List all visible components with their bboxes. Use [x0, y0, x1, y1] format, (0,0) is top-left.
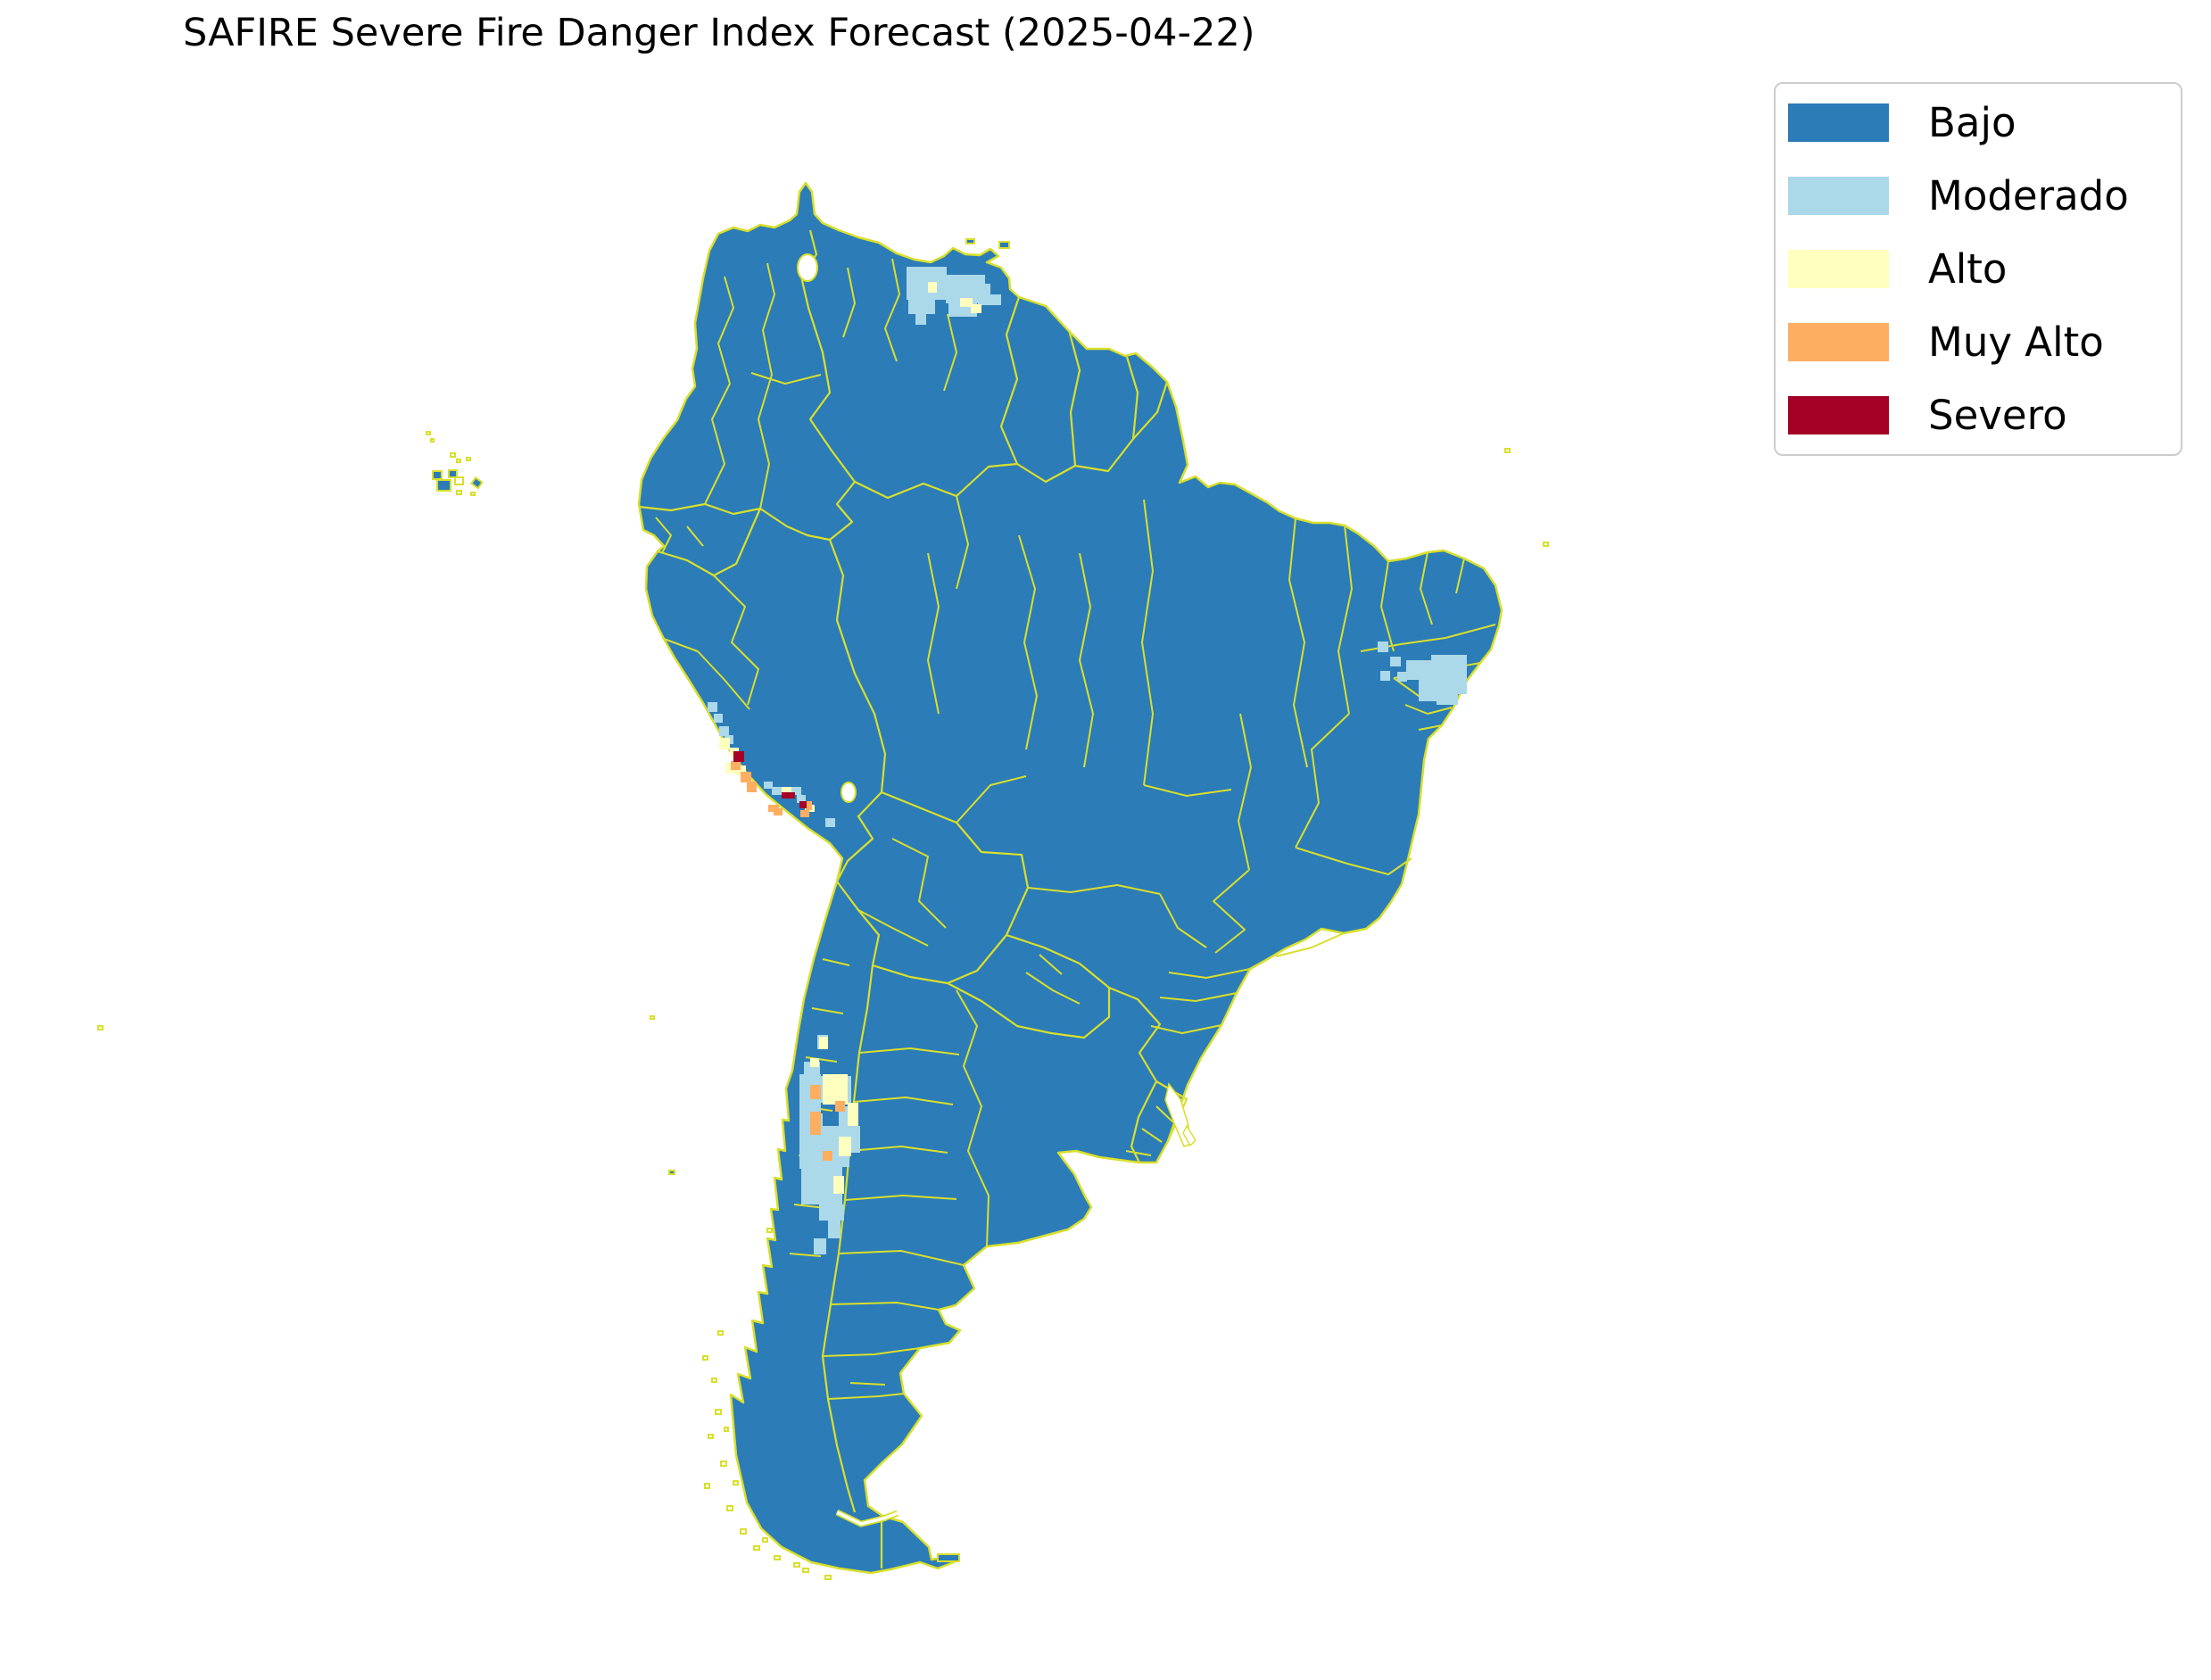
danger-cell-alto	[819, 1037, 828, 1049]
danger-cell-moderado	[714, 714, 723, 723]
danger-cell-alto	[833, 1176, 844, 1194]
legend-item-severo: Severo	[1788, 392, 2168, 439]
trinidad-island	[998, 241, 1010, 249]
danger-cell-moderado	[915, 314, 926, 325]
danger-cell-moderado	[1437, 694, 1458, 705]
danger-cell-muy_alto	[731, 761, 741, 770]
legend-swatch-muy-alto	[1788, 323, 1889, 361]
lake-maracaibo	[797, 253, 818, 282]
danger-cell-severo	[799, 801, 807, 808]
legend-item-bajo: Bajo	[1788, 99, 2168, 146]
danger-cell-alto	[719, 738, 730, 749]
magellan-strait	[835, 1509, 899, 1527]
staten-island	[937, 1553, 960, 1562]
lake-titicaca	[841, 782, 857, 803]
legend-item-moderado: Moderado	[1788, 172, 2168, 219]
danger-cell-moderado	[708, 702, 717, 712]
legend-items: Bajo Moderado Alto Muy Alto Severo	[1788, 99, 2168, 439]
danger-cell-severo	[733, 751, 744, 762]
legend-swatch-severo	[1788, 396, 1889, 434]
legend-label: Muy Alto	[1928, 319, 2104, 366]
danger-cell-muy_alto	[747, 782, 757, 792]
danger-cell-moderado	[908, 300, 935, 314]
legend-swatch-alto	[1788, 250, 1889, 288]
danger-cell-moderado	[797, 795, 806, 803]
danger-cell-moderado	[825, 818, 835, 827]
page-title: SAFIRE Severe Fire Danger Index Forecast…	[183, 11, 1255, 55]
danger-cell-moderado	[819, 1204, 844, 1221]
legend-label: Moderado	[1928, 172, 2129, 219]
danger-cell-moderado	[1378, 641, 1388, 652]
danger-cell-alto	[848, 1103, 858, 1126]
legend-swatch-bajo	[1788, 103, 1889, 142]
legend-label: Severo	[1928, 392, 2067, 439]
lakes	[797, 253, 1197, 1148]
margarita-island	[965, 238, 975, 244]
legend-swatch-moderado	[1788, 177, 1889, 215]
danger-cell-moderado	[1406, 660, 1433, 680]
continent-outline	[637, 181, 1503, 1575]
mocha-island	[766, 1228, 773, 1233]
danger-cell-alto	[971, 304, 981, 313]
danger-cell-muy_alto	[810, 1112, 821, 1135]
danger-cell-alto	[736, 766, 746, 775]
fire-danger-cells-layer	[708, 267, 1467, 1254]
juan-fernandez-island	[668, 1170, 675, 1175]
danger-cell-moderado	[791, 787, 801, 795]
islands	[97, 238, 1549, 1562]
danger-cell-moderado	[1397, 672, 1407, 682]
danger-cell-muy_alto	[806, 801, 812, 810]
legend-item-muy-alto: Muy Alto	[1788, 319, 2168, 366]
fjord-islets	[702, 1330, 832, 1580]
danger-cell-muy_alto	[810, 1085, 821, 1099]
legend-label: Bajo	[1928, 99, 2016, 146]
danger-cell-muy_alto	[823, 1151, 832, 1161]
danger-cell-moderado	[814, 1238, 826, 1254]
danger-cell-muy_alto	[774, 808, 783, 815]
danger-cell-alto	[810, 1058, 819, 1067]
atol-das-rocas	[1543, 542, 1549, 547]
admin-borders	[655, 258, 1496, 1400]
danger-cell-moderado	[907, 267, 947, 300]
danger-cell-muy_alto	[741, 772, 751, 782]
danger-cell-moderado	[719, 726, 729, 736]
danger-cell-moderado	[849, 1126, 860, 1153]
galapagos-islands	[426, 431, 484, 496]
legend-item-alto: Alto	[1788, 245, 2168, 293]
danger-cell-alto	[960, 298, 973, 307]
legend-label: Alto	[1928, 245, 2008, 293]
fernando-de-noronha	[1504, 448, 1511, 453]
danger-cell-severo	[782, 792, 795, 799]
san-felix-island	[650, 1015, 655, 1020]
danger-cell-moderado	[989, 294, 1001, 305]
danger-cell-moderado	[1380, 671, 1390, 681]
legend: Bajo Moderado Alto Muy Alto Severo	[1774, 82, 2182, 456]
lagoa-mirim	[1182, 1124, 1197, 1147]
danger-cell-moderado	[828, 1219, 841, 1238]
danger-cell-alto	[782, 787, 791, 793]
danger-cell-moderado	[772, 787, 782, 795]
easter-island	[97, 1025, 104, 1030]
danger-cell-alto	[823, 1074, 848, 1105]
danger-cell-moderado	[764, 782, 773, 789]
danger-cell-alto	[839, 1137, 851, 1156]
danger-cell-muy_alto	[800, 810, 809, 817]
danger-cell-moderado	[1390, 657, 1401, 666]
danger-cell-muy_alto	[835, 1101, 845, 1112]
danger-cell-alto	[928, 282, 937, 293]
danger-cell-moderado	[978, 284, 990, 305]
